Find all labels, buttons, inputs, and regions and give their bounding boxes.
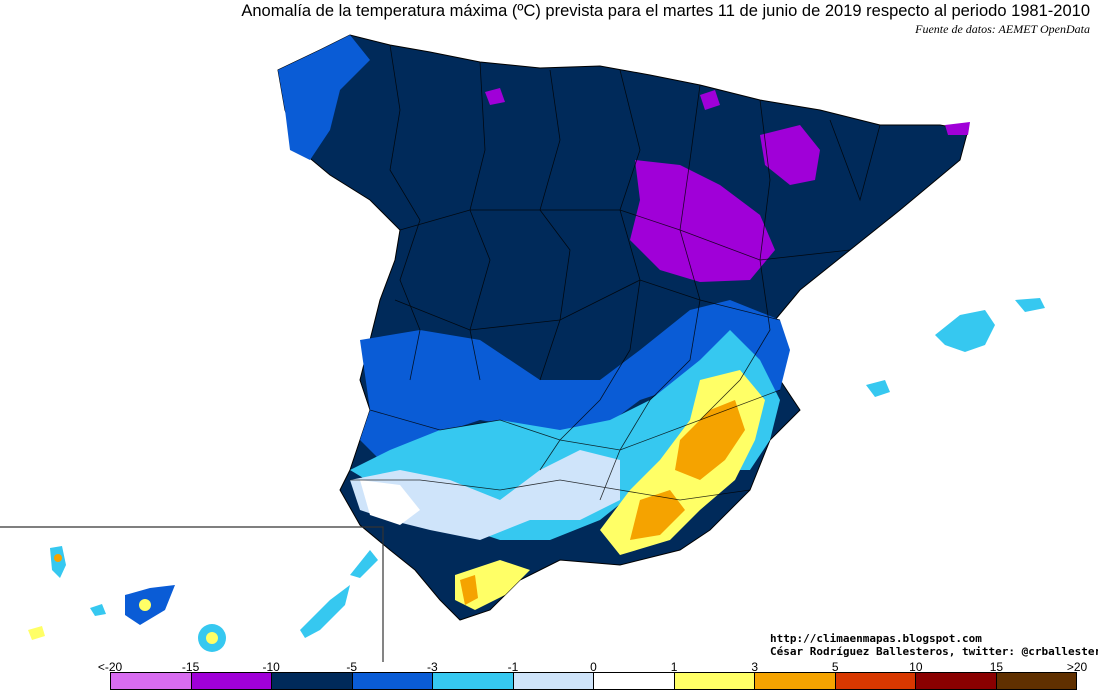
canary-islands xyxy=(28,546,378,652)
legend-tick-label: 1 xyxy=(670,660,678,674)
legend-tick-label: 3 xyxy=(751,660,758,674)
legend-swatch xyxy=(191,673,272,689)
legend-tick-label: -1 xyxy=(507,660,519,674)
legend-tick-label: 0 xyxy=(590,660,597,674)
legend-swatch xyxy=(433,673,514,689)
color-legend xyxy=(110,672,1077,690)
legend-swatch xyxy=(513,673,594,689)
region-blue xyxy=(360,300,790,460)
legend-tick-label: >20 xyxy=(1066,660,1088,674)
author-credit: César Rodríguez Ballesteros, twitter: @c… xyxy=(770,645,1098,658)
province-borders xyxy=(350,44,881,501)
legend-tick-label: 15 xyxy=(989,660,1004,674)
region-purple-4 xyxy=(700,90,720,110)
region-purple xyxy=(630,160,775,282)
legend-swatch xyxy=(755,673,836,689)
legend-swatch xyxy=(111,673,192,689)
website-credit: http://climaenmapas.blogspot.com xyxy=(770,632,982,645)
mallorca xyxy=(935,310,995,352)
data-source: Fuente de datos: AEMET OpenData xyxy=(915,22,1090,36)
region-purple-5 xyxy=(945,122,970,135)
region-blue-west xyxy=(278,35,370,160)
legend-tick-label: 10 xyxy=(909,660,923,674)
ibiza xyxy=(866,380,890,397)
menorca xyxy=(1015,298,1045,312)
region-orange xyxy=(675,400,745,480)
legend-swatch xyxy=(594,673,675,689)
legend-swatch xyxy=(996,673,1076,689)
legend-tick-label: 5 xyxy=(831,660,839,674)
legend-tick-label: -5 xyxy=(346,660,358,674)
map-title: Anomalía de la temperatura máxima (ºC) p… xyxy=(241,2,1090,20)
legend-tick-label: -10 xyxy=(262,660,280,674)
legend-tick-label: -3 xyxy=(426,660,438,674)
region-lightblue xyxy=(350,450,620,540)
legend-tick-label: <-20 xyxy=(97,660,123,674)
region-orange-3 xyxy=(460,575,478,605)
legend-swatch xyxy=(352,673,433,689)
legend-tick-label: -15 xyxy=(181,660,200,674)
region-purple-north xyxy=(760,125,820,185)
legend-swatch xyxy=(674,673,755,689)
canary-inset-frame xyxy=(0,526,384,662)
region-white xyxy=(360,480,420,525)
region-orange-2 xyxy=(630,490,685,540)
region-purple-3 xyxy=(485,88,505,105)
legend-swatch xyxy=(835,673,916,689)
legend-swatch xyxy=(916,673,997,689)
legend-swatch xyxy=(272,673,353,689)
